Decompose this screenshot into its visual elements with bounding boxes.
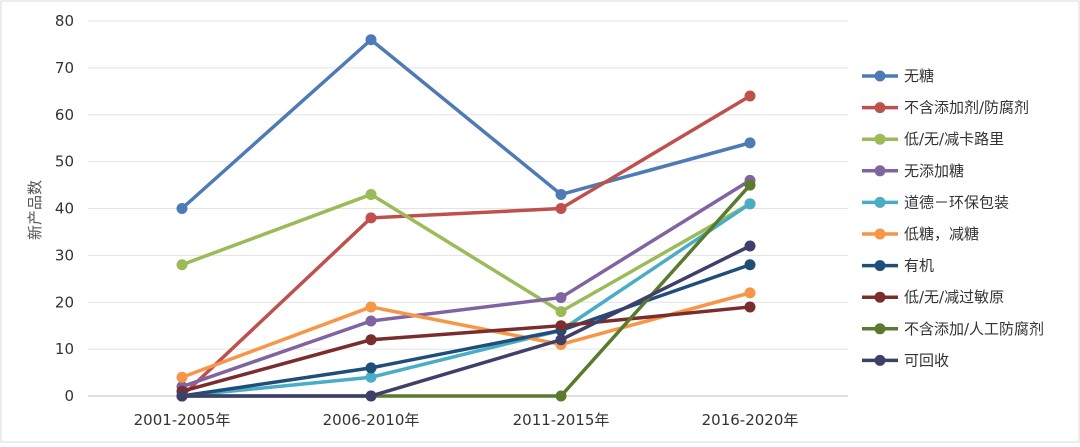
y-tick-label-30: 30 [55,246,74,264]
legend-label-2: 低/无/减卡路里 [904,130,1004,148]
series-line-6 [180,263,752,398]
series-point-5-3 [744,287,756,299]
series-point-6-1 [365,362,377,374]
series-line-5 [180,291,752,379]
series-point-9-3 [744,240,756,252]
series-point-0-3 [744,137,756,149]
series-point-8-2 [555,390,567,402]
series-point-1-2 [555,203,567,214]
series-point-5-1 [365,301,377,313]
legend-swatch-marker-7 [874,291,886,303]
series-line-7 [180,305,752,394]
series-line-1 [180,94,752,398]
series-point-9-1 [365,390,377,402]
series-point-4-3 [744,198,756,210]
y-tick-label-20: 20 [55,293,74,311]
legend-label-0: 无糖 [904,67,934,85]
legend-label-8: 不含添加/人工防腐剂 [904,320,1044,338]
x-tick-label-3: 2016-2020年 [702,411,799,429]
series-point-7-2 [555,320,567,332]
y-tick-label-60: 60 [55,106,74,124]
legend: 无糖不含添加剂/防腐剂低/无/减卡路里无添加糖道德－环保包装低糖，减糖有机低/无… [862,67,1044,369]
series-line-4 [180,202,752,398]
x-tick-label-1: 2006-2010年 [323,411,420,429]
series-point-0-2 [555,188,567,200]
legend-label-4: 道德－环保包装 [904,193,1009,211]
series-lines [176,34,756,402]
series-point-0-0 [176,203,188,214]
y-tick-label-0: 0 [64,387,74,405]
legend-swatch-marker-8 [874,323,886,335]
series-point-2-0 [176,259,188,271]
series-point-1-1 [365,212,377,224]
series-line-0 [180,38,752,211]
legend-swatch-marker-4 [874,196,886,208]
legend-label-1: 不含添加剂/防腐剂 [904,99,1029,117]
legend-swatch-marker-1 [874,102,886,114]
legend-swatch-marker-6 [874,260,886,272]
series-point-9-0 [176,390,188,402]
series-point-7-1 [365,334,377,346]
series-point-7-3 [744,301,756,313]
x-tick-label-2: 2011-2015年 [513,411,610,429]
legend-label-9: 可回收 [904,351,949,369]
series-point-2-2 [555,306,567,318]
legend-label-5: 低糖，减糖 [904,225,979,243]
series-line-2 [180,192,752,314]
series-point-4-1 [365,371,377,383]
series-line-9 [180,244,752,398]
y-tick-label-50: 50 [55,153,74,171]
series-point-5-0 [176,371,188,383]
y-tick-label-10: 10 [55,340,74,358]
series-point-3-2 [555,292,567,304]
series-point-1-3 [744,90,756,102]
y-tick-label-40: 40 [55,200,74,218]
legend-swatch-marker-3 [874,165,886,177]
series-point-8-3 [744,179,756,191]
y-axis-title: 新产品数 [26,180,44,240]
series-point-9-2 [555,334,567,346]
series-point-6-3 [744,259,756,271]
series-line-3 [180,178,752,389]
y-tick-label-80: 80 [55,12,74,30]
legend-swatch-marker-5 [874,228,886,240]
legend-label-3: 无添加糖 [904,162,964,180]
series-point-2-1 [365,188,377,200]
y-tick-label-70: 70 [55,59,74,77]
legend-swatch-marker-0 [874,70,886,82]
legend-label-6: 有机 [904,257,934,275]
x-tick-label-0: 2001-2005年 [134,411,231,429]
series-point-0-1 [365,34,377,46]
series-point-3-1 [365,315,377,327]
legend-swatch-marker-2 [874,133,886,145]
legend-swatch-marker-9 [874,354,886,366]
legend-label-7: 低/无/减过敏原 [904,288,1004,306]
